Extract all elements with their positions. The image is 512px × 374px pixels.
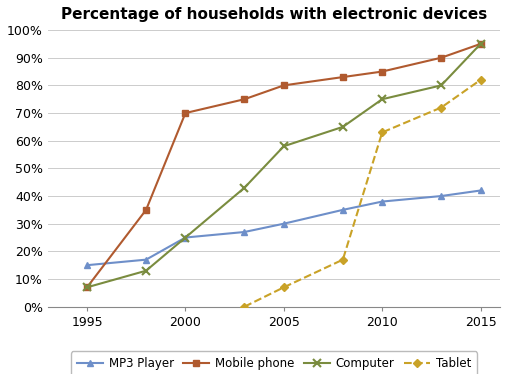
Mobile phone bbox=[379, 69, 385, 74]
Computer bbox=[340, 125, 346, 129]
MP3 Player bbox=[84, 263, 90, 267]
Computer bbox=[143, 269, 149, 273]
MP3 Player bbox=[478, 188, 484, 193]
Mobile phone bbox=[84, 285, 90, 289]
Mobile phone bbox=[281, 83, 287, 88]
Line: MP3 Player: MP3 Player bbox=[83, 187, 484, 269]
Legend: MP3 Player, Mobile phone, Computer, Tablet: MP3 Player, Mobile phone, Computer, Tabl… bbox=[71, 351, 477, 374]
Line: Computer: Computer bbox=[83, 40, 485, 291]
Computer bbox=[478, 42, 484, 46]
MP3 Player bbox=[438, 194, 444, 198]
Tablet bbox=[379, 130, 385, 135]
Computer bbox=[438, 83, 444, 88]
Mobile phone bbox=[340, 75, 346, 79]
Computer bbox=[84, 285, 90, 289]
Computer bbox=[241, 186, 247, 190]
Line: Mobile phone: Mobile phone bbox=[83, 40, 484, 291]
Tablet bbox=[281, 285, 287, 289]
MP3 Player bbox=[182, 235, 188, 240]
Mobile phone bbox=[241, 97, 247, 101]
Computer bbox=[379, 97, 385, 101]
Mobile phone bbox=[438, 55, 444, 60]
Mobile phone bbox=[143, 208, 149, 212]
MP3 Player bbox=[379, 199, 385, 204]
Line: Tablet: Tablet bbox=[242, 77, 483, 309]
MP3 Player bbox=[241, 230, 247, 234]
MP3 Player bbox=[281, 221, 287, 226]
Tablet bbox=[438, 105, 444, 110]
MP3 Player bbox=[143, 257, 149, 262]
Mobile phone bbox=[182, 111, 188, 115]
Tablet bbox=[478, 77, 484, 82]
Title: Percentage of households with electronic devices: Percentage of households with electronic… bbox=[61, 7, 487, 22]
Computer bbox=[281, 144, 287, 148]
MP3 Player bbox=[340, 208, 346, 212]
Mobile phone bbox=[478, 42, 484, 46]
Computer bbox=[182, 235, 188, 240]
Tablet bbox=[340, 257, 346, 262]
Tablet bbox=[241, 304, 247, 309]
